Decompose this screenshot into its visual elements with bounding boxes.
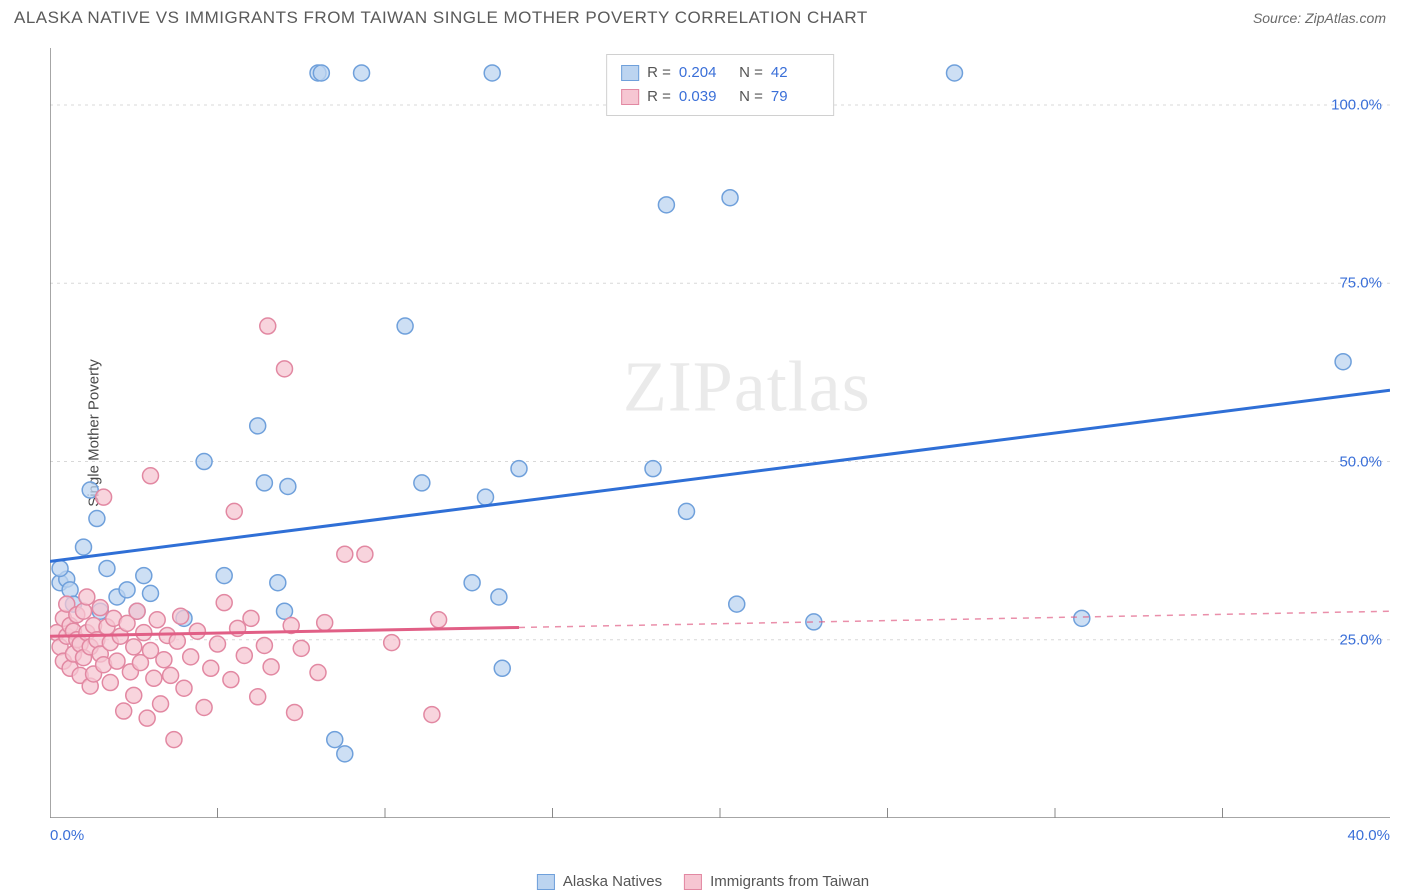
- y-tick-label: 25.0%: [1339, 631, 1382, 648]
- source-label: Source: ZipAtlas.com: [1253, 10, 1386, 26]
- series-legend: Alaska Natives Immigrants from Taiwan: [537, 873, 869, 890]
- legend-swatch: [537, 874, 555, 890]
- x-tick-label: 40.0%: [1347, 827, 1390, 844]
- stats-row: R = 0.204 N = 42: [621, 61, 819, 85]
- y-tick-label: 75.0%: [1339, 275, 1382, 292]
- legend-swatch: [684, 874, 702, 890]
- legend-swatch: [621, 89, 639, 105]
- x-tick-label: 0.0%: [50, 827, 84, 844]
- chart-title: ALASKA NATIVE VS IMMIGRANTS FROM TAIWAN …: [14, 8, 868, 28]
- legend-item: Immigrants from Taiwan: [684, 873, 869, 890]
- y-tick-label: 100.0%: [1331, 97, 1382, 114]
- legend-item: Alaska Natives: [537, 873, 662, 890]
- stats-row: R = 0.039 N = 79: [621, 85, 819, 109]
- legend-label: Immigrants from Taiwan: [710, 873, 869, 890]
- legend-swatch: [621, 65, 639, 81]
- stats-legend: R = 0.204 N = 42R = 0.039 N = 79: [606, 54, 834, 116]
- legend-label: Alaska Natives: [563, 873, 662, 890]
- scatter-plot: [50, 48, 1390, 818]
- chart-container: Single Mother Poverty ZIPatlas R = 0.204…: [50, 48, 1390, 818]
- y-tick-label: 50.0%: [1339, 453, 1382, 470]
